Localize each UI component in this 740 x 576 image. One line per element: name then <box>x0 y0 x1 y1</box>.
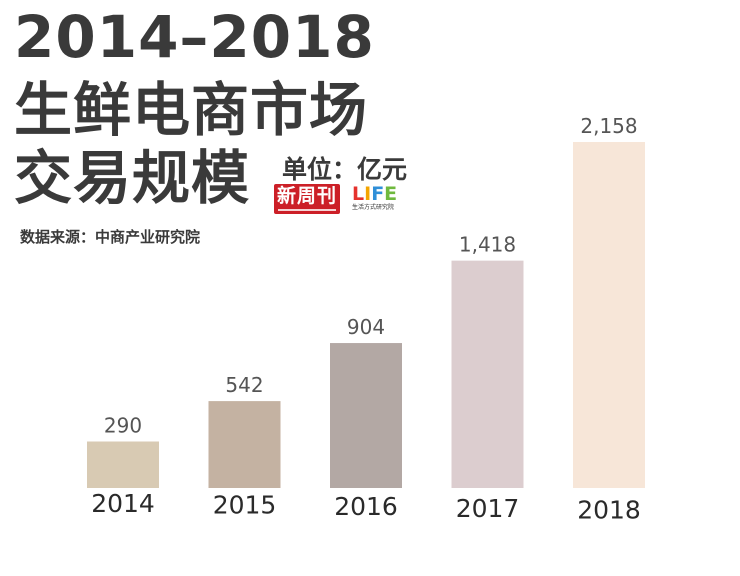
life-logo: LIFE 生活方式研究院 <box>352 184 408 214</box>
bar-value-label: 1,418 <box>459 233 516 257</box>
bars-layer <box>87 142 645 488</box>
bar-2017 <box>451 260 524 488</box>
newsweekly-logo-underline <box>278 209 336 211</box>
life-logo-letter: L <box>352 183 365 205</box>
bar-value-label: 290 <box>104 414 142 438</box>
newsweekly-logo-text: 新周刊 <box>276 185 337 207</box>
labels-layer: 290 2014 542 2015 904 2016 1,418 2017 2,158 2018 <box>91 114 641 524</box>
unit-label: 单位：亿元 <box>282 155 408 184</box>
life-logo-letter: E <box>384 183 398 205</box>
bar-value-label: 2,158 <box>580 114 637 138</box>
bar-2014 <box>87 441 159 488</box>
bar-2015 <box>208 401 281 488</box>
newsweekly-logo: 新周刊 <box>274 184 340 214</box>
bar-value-label: 904 <box>347 315 385 339</box>
data-source-label: 数据来源：中商产业研究院 <box>20 228 201 246</box>
x-tick-label: 2016 <box>334 492 398 521</box>
chart-title-line-2: 生鲜电商市场 <box>14 76 369 144</box>
x-tick-label: 2018 <box>577 495 641 524</box>
x-tick-label: 2015 <box>213 491 277 520</box>
life-logo-subtitle: 生活方式研究院 <box>352 204 395 211</box>
x-tick-label: 2017 <box>456 494 520 523</box>
bar-2016 <box>330 343 402 488</box>
bar-2018 <box>573 142 645 488</box>
chart-title-line-3: 交易规模 <box>14 144 251 212</box>
life-logo-letter: I <box>364 183 372 205</box>
life-logo-letter: F <box>371 183 385 205</box>
chart-title-line-1: 2014–2018 <box>14 3 375 71</box>
bar-value-label: 542 <box>225 373 263 397</box>
x-tick-label: 2014 <box>91 489 155 518</box>
life-logo-letters: LIFE <box>352 184 408 204</box>
